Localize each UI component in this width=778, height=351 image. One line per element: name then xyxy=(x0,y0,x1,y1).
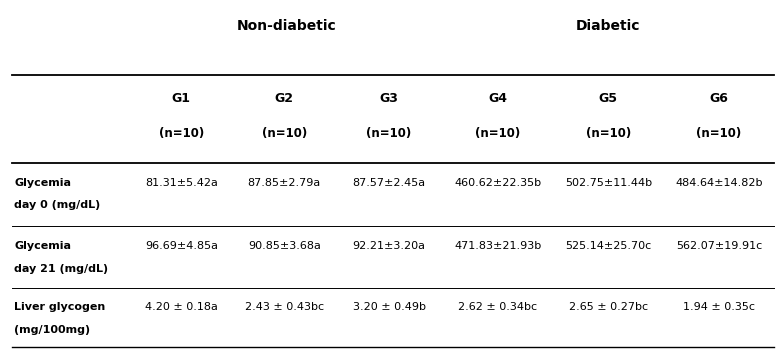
Text: (n=10): (n=10) xyxy=(475,127,520,140)
Text: 3.20 ± 0.49b: 3.20 ± 0.49b xyxy=(352,302,426,312)
Text: 1.94 ± 0.35c: 1.94 ± 0.35c xyxy=(683,302,755,312)
Text: G1: G1 xyxy=(172,92,191,105)
Text: 2.43 ± 0.43bc: 2.43 ± 0.43bc xyxy=(244,302,324,312)
Text: 525.14±25.70c: 525.14±25.70c xyxy=(565,241,651,251)
Text: G3: G3 xyxy=(380,92,398,105)
Text: 484.64±14.82b: 484.64±14.82b xyxy=(675,178,762,187)
Text: 502.75±11.44b: 502.75±11.44b xyxy=(565,178,652,187)
Text: (n=10): (n=10) xyxy=(696,127,741,140)
Text: 92.21±3.20a: 92.21±3.20a xyxy=(352,241,426,251)
Text: Glycemia: Glycemia xyxy=(14,178,71,187)
Text: 471.83±21.93b: 471.83±21.93b xyxy=(454,241,541,251)
Text: (n=10): (n=10) xyxy=(366,127,412,140)
Text: (mg/100mg): (mg/100mg) xyxy=(14,325,90,335)
Text: 562.07±19.91c: 562.07±19.91c xyxy=(676,241,762,251)
Text: Diabetic: Diabetic xyxy=(576,19,640,33)
Text: 2.65 ± 0.27bc: 2.65 ± 0.27bc xyxy=(569,302,648,312)
Text: Non-diabetic: Non-diabetic xyxy=(237,19,336,33)
Text: (n=10): (n=10) xyxy=(159,127,204,140)
Text: 90.85±3.68a: 90.85±3.68a xyxy=(248,241,321,251)
Text: 96.69±4.85a: 96.69±4.85a xyxy=(145,241,218,251)
Text: day 0 (mg/dL): day 0 (mg/dL) xyxy=(14,200,100,210)
Text: G6: G6 xyxy=(710,92,728,105)
Text: 87.57±2.45a: 87.57±2.45a xyxy=(352,178,426,187)
Text: G5: G5 xyxy=(599,92,618,105)
Text: G4: G4 xyxy=(489,92,507,105)
Text: 4.20 ± 0.18a: 4.20 ± 0.18a xyxy=(145,302,218,312)
Text: Liver glycogen: Liver glycogen xyxy=(14,302,105,312)
Text: 460.62±22.35b: 460.62±22.35b xyxy=(454,178,541,187)
Text: day 21 (mg/dL): day 21 (mg/dL) xyxy=(14,264,108,273)
Text: 87.85±2.79a: 87.85±2.79a xyxy=(247,178,321,187)
Text: Glycemia: Glycemia xyxy=(14,241,71,251)
Text: 2.62 ± 0.34bc: 2.62 ± 0.34bc xyxy=(458,302,538,312)
Text: (n=10): (n=10) xyxy=(261,127,307,140)
Text: (n=10): (n=10) xyxy=(586,127,631,140)
Text: G2: G2 xyxy=(275,92,294,105)
Text: 81.31±5.42a: 81.31±5.42a xyxy=(145,178,218,187)
